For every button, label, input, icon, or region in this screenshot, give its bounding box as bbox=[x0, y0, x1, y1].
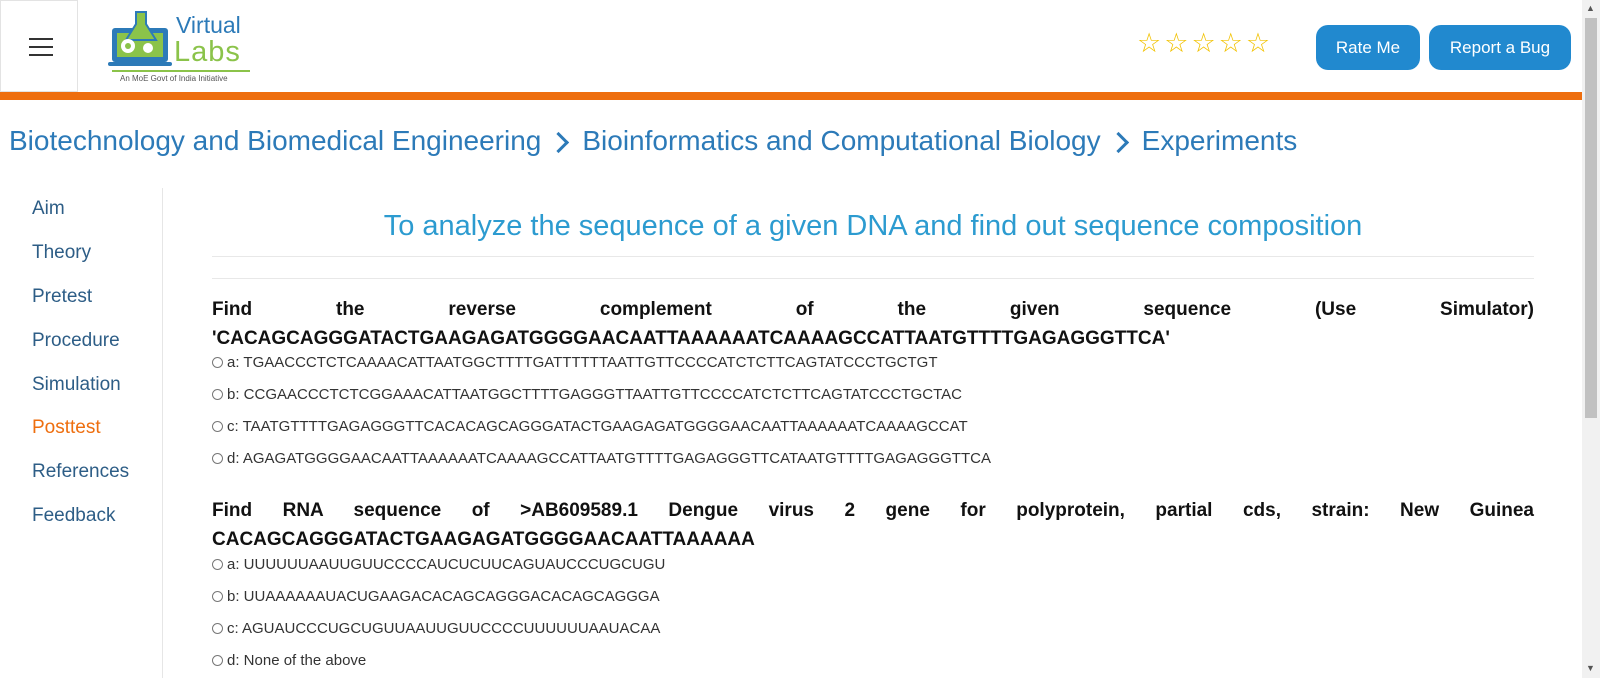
star-icon[interactable]: ☆ bbox=[1191, 28, 1216, 58]
radio-button[interactable] bbox=[212, 623, 223, 634]
star-icon[interactable]: ☆ bbox=[1137, 28, 1162, 58]
sidebar-item-references[interactable]: References bbox=[32, 461, 130, 482]
logo-tagline: An MoE Govt of India Initiative bbox=[120, 74, 228, 83]
question-2-option-b[interactable]: b: UUAAAAAAUACUGAAGACACAGCAGGGACACAGCAGG… bbox=[212, 588, 660, 605]
star-icon[interactable]: ☆ bbox=[1164, 28, 1189, 58]
sidebar-item-feedback[interactable]: Feedback bbox=[32, 505, 116, 526]
flask-gear-icon bbox=[108, 11, 172, 66]
question-1-prompt: Find the reverse complement of the given… bbox=[212, 299, 1534, 320]
question-2-option-a[interactable]: a: UUUUUUAAUUGUUCCCCAUCUCUUCAGUAUCCCUGCU… bbox=[212, 556, 665, 573]
question-1-option-b[interactable]: b: CCGAACCCTCTCGGAAACATTAATGGCTTTTGAGGGT… bbox=[212, 386, 962, 403]
question-1-option-d[interactable]: d: AGAGATGGGGAACAATTAAAAAATCAAAAGCCATTAA… bbox=[212, 450, 991, 467]
option-label: d: None of the above bbox=[227, 652, 367, 669]
question-2-option-d[interactable]: d: None of the above bbox=[212, 652, 366, 669]
logo-text-labs: Labs bbox=[174, 36, 241, 68]
logo-text-virtual: Virtual bbox=[176, 12, 241, 38]
radio-button[interactable] bbox=[212, 453, 223, 464]
star-icon[interactable]: ☆ bbox=[1218, 28, 1243, 58]
page-scrollbar[interactable]: ▲ ▼ bbox=[1582, 0, 1600, 678]
question-1-sequence: 'CACAGCAGGGATACTGAAGAGATGGGGAACAATTAAAAA… bbox=[212, 328, 1170, 349]
option-label: b: CCGAACCCTCTCGGAAACATTAATGGCTTTTGAGGGT… bbox=[227, 386, 962, 403]
rate-me-button[interactable]: Rate Me bbox=[1316, 25, 1420, 70]
question-1-option-c[interactable]: c: TAATGTTTTGAGAGGGTTCACACAGCAGGGATACTGA… bbox=[212, 418, 968, 435]
logo-underline bbox=[112, 70, 250, 72]
radio-button[interactable] bbox=[212, 591, 223, 602]
radio-button[interactable] bbox=[212, 357, 223, 368]
chevron-right-icon bbox=[548, 131, 570, 153]
radio-button[interactable] bbox=[212, 389, 223, 400]
sidebar-item-aim[interactable]: Aim bbox=[32, 198, 65, 219]
radio-button[interactable] bbox=[212, 421, 223, 432]
radio-button[interactable] bbox=[212, 655, 223, 666]
menu-hamburger-icon[interactable] bbox=[0, 0, 78, 92]
page-title: To analyze the sequence of a given DNA a… bbox=[383, 210, 1363, 242]
question-2-option-c[interactable]: c: AGUAUCCCUGCUGUUAAUUGUUCCCCUUUUUUAAUAC… bbox=[212, 620, 660, 637]
breadcrumb-item-discipline[interactable]: Biotechnology and Biomedical Engineering bbox=[9, 125, 542, 156]
report-bug-button[interactable]: Report a Bug bbox=[1429, 25, 1571, 70]
sidebar-item-procedure[interactable]: Procedure bbox=[32, 330, 120, 351]
sidebar-item-simulation[interactable]: Simulation bbox=[32, 374, 121, 395]
scroll-up-icon[interactable]: ▲ bbox=[1586, 3, 1595, 13]
divider bbox=[212, 278, 1534, 279]
breadcrumb-item-experiments[interactable]: Experiments bbox=[1141, 125, 1298, 156]
divider bbox=[212, 256, 1534, 257]
header-accent-bar bbox=[0, 92, 1582, 100]
option-label: a: UUUUUUAAUUGUUCCCCAUCUCUUCAGUAUCCCUGCU… bbox=[227, 556, 666, 573]
option-label: c: TAATGTTTTGAGAGGGTTCACACAGCAGGGATACTGA… bbox=[227, 418, 968, 435]
breadcrumb-item-lab[interactable]: Bioinformatics and Computational Biology bbox=[582, 125, 1101, 156]
rating-stars: ☆ ☆ ☆ ☆ ☆ bbox=[1137, 28, 1270, 58]
virtual-labs-logo[interactable]: Virtual Labs An MoE Govt of India Initia… bbox=[108, 8, 258, 84]
question-2-sequence: CACAGCAGGGATACTGAAGAGATGGGGAACAATTAAAAAA bbox=[212, 529, 755, 550]
sidebar-item-pretest[interactable]: Pretest bbox=[32, 286, 93, 307]
option-label: b: UUAAAAAAUACUGAAGACACAGCAGGGACACAGCAGG… bbox=[227, 588, 660, 605]
option-label: c: AGUAUCCCUGCUGUUAAUUGUUCCCCUUUUUUAAUAC… bbox=[227, 620, 661, 637]
scrollbar-thumb[interactable] bbox=[1585, 18, 1597, 418]
scroll-down-icon[interactable]: ▼ bbox=[1586, 663, 1595, 673]
question-2-text: Find RNA sequence of >AB609589.1 Dengue … bbox=[212, 496, 1534, 554]
question-1-text: Find the reverse complement of the given… bbox=[212, 295, 1534, 353]
header: Virtual Labs An MoE Govt of India Initia… bbox=[0, 0, 1582, 94]
star-icon[interactable]: ☆ bbox=[1245, 28, 1271, 58]
sidebar-item-theory[interactable]: Theory bbox=[32, 242, 92, 263]
breadcrumb: Biotechnology and Biomedical Engineering… bbox=[9, 125, 1297, 157]
option-label: a: TGAACCCTCTCAAAACATTAATGGCTTTTGATTTTTT… bbox=[227, 354, 938, 371]
question-2-prompt: Find RNA sequence of >AB609589.1 Dengue … bbox=[212, 500, 1534, 521]
sidebar: Aim Theory Pretest Procedure Simulation … bbox=[0, 188, 163, 678]
chevron-right-icon bbox=[1107, 131, 1129, 153]
option-label: d: AGAGATGGGGAACAATTAAAAAATCAAAAGCCATTAA… bbox=[227, 450, 991, 467]
question-1-option-a[interactable]: a: TGAACCCTCTCAAAACATTAATGGCTTTTGATTTTTT… bbox=[212, 354, 938, 371]
sidebar-item-posttest[interactable]: Posttest bbox=[32, 417, 101, 438]
radio-button[interactable] bbox=[212, 559, 223, 570]
